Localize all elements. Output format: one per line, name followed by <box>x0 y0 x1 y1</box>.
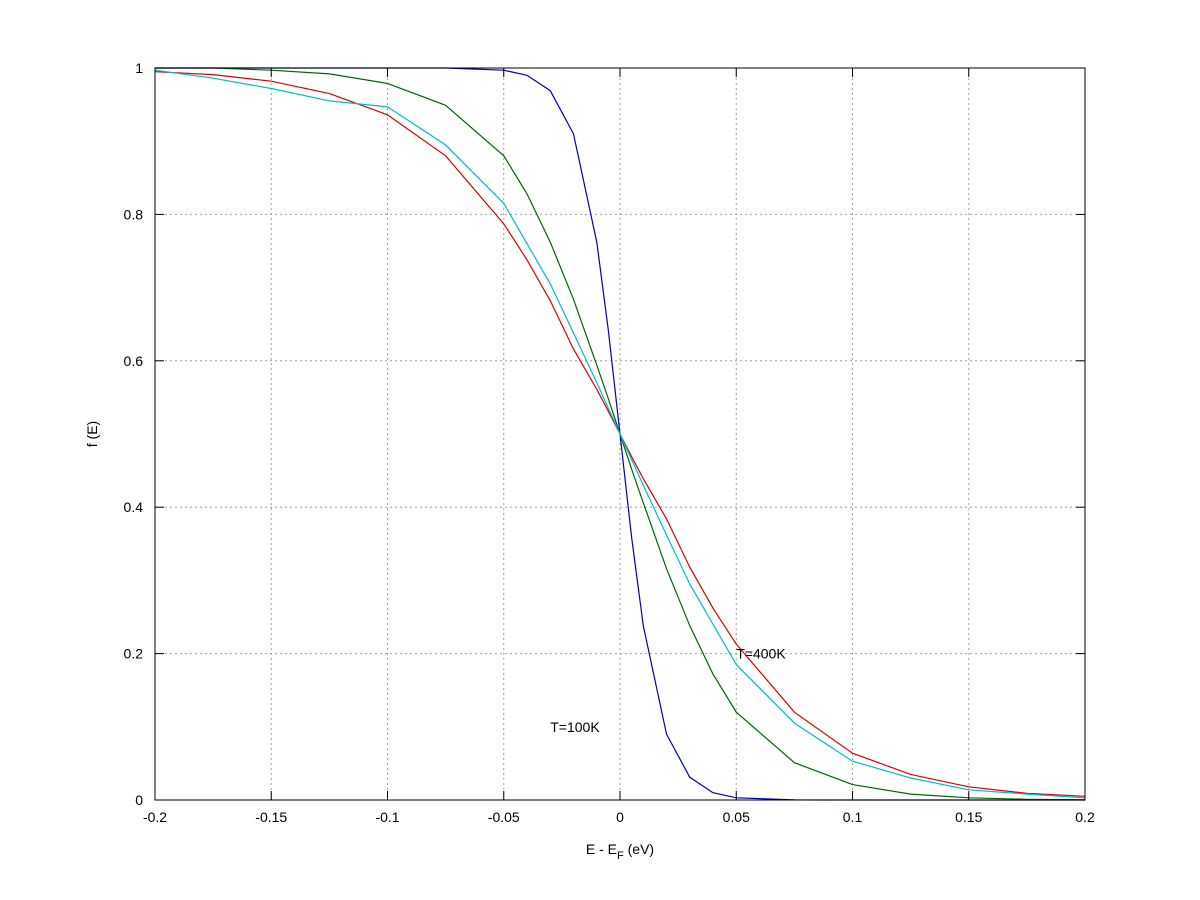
data-curves <box>154 67 1086 801</box>
y-tick-label: 0 <box>135 792 143 808</box>
temperature-label: T=100K <box>550 719 600 735</box>
y-tick-label: 0.4 <box>124 499 144 515</box>
x-tick-label: -0.2 <box>143 809 167 825</box>
y-tick-label: 1 <box>135 60 143 76</box>
grid-lines <box>155 68 1085 800</box>
y-tick-label: 0.2 <box>124 646 144 662</box>
y-tick-label: 0.8 <box>124 206 144 222</box>
x-tick-label: -0.15 <box>255 809 287 825</box>
axis-ticks <box>154 67 1086 801</box>
x-tick-label: 0.05 <box>723 809 750 825</box>
x-tick-label: -0.1 <box>375 809 399 825</box>
x-tick-label: 0 <box>616 809 624 825</box>
curve-series-4 <box>154 69 1086 799</box>
x-tick-label: 0.15 <box>955 809 982 825</box>
y-tick-label: 0.6 <box>124 353 144 369</box>
curve-annotations: T=400K T=100K <box>550 646 786 735</box>
x-tick-label: 0.1 <box>843 809 863 825</box>
x-tick-label: -0.05 <box>488 809 520 825</box>
y-axis-label: f (E) <box>84 421 100 447</box>
x-tick-label: 0.2 <box>1075 809 1095 825</box>
x-tick-labels: -0.2 -0.15 -0.1 -0.05 0 0.05 0.1 0.15 0.2 <box>143 809 1095 825</box>
x-axis-label: E - EF (eV) <box>586 841 654 862</box>
y-tick-labels: 0 0.2 0.4 0.6 0.8 1 <box>124 60 144 808</box>
temperature-label: T=400K <box>736 646 786 662</box>
